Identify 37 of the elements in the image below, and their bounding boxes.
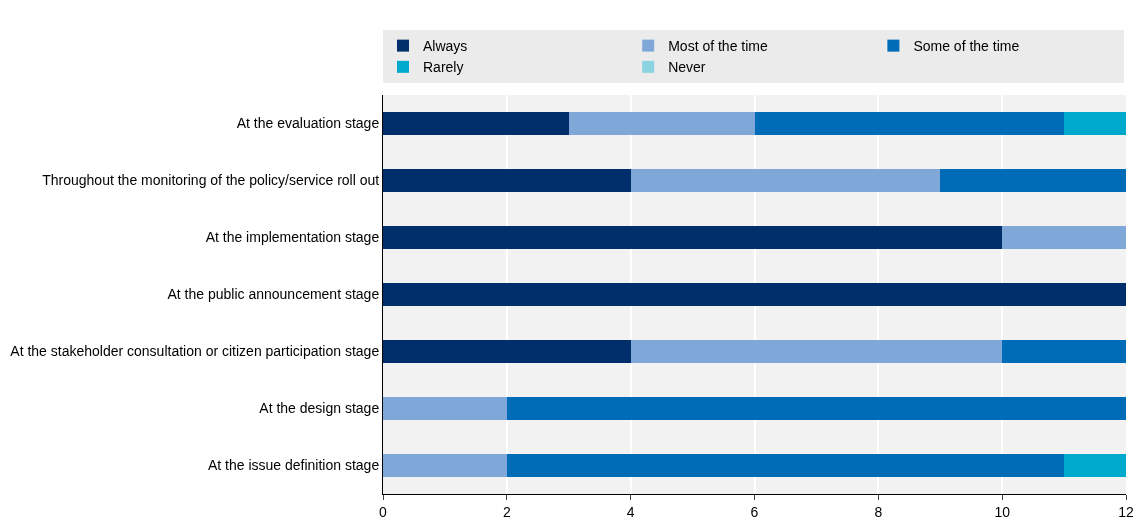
bar xyxy=(383,226,1003,249)
bar xyxy=(383,340,631,363)
y-tick-label: Throughout the monitoring of the policy/service roll out xyxy=(42,172,380,189)
bar xyxy=(630,340,1003,363)
x-tick-label: 10 xyxy=(994,503,1011,520)
legend-label: Always xyxy=(423,38,468,55)
legend-label: Never xyxy=(668,59,706,76)
bar xyxy=(1002,226,1126,249)
bar xyxy=(383,454,507,477)
y-tick-label: At the issue definition stage xyxy=(207,457,380,474)
bar xyxy=(1064,454,1126,477)
bar xyxy=(383,169,631,192)
y-tick-label: At the implementation stage xyxy=(205,229,380,246)
legend-label: Some of the time xyxy=(913,38,1020,55)
legend-label: Most of the time xyxy=(668,38,768,55)
x-tick-label: 8 xyxy=(874,503,883,520)
bar xyxy=(754,112,1065,135)
bar xyxy=(568,112,755,135)
bar xyxy=(506,397,1126,420)
bar xyxy=(383,283,1126,306)
y-tick-label: At the stakeholder consultation or citizen participation stage xyxy=(10,343,380,360)
bar xyxy=(383,397,507,420)
bar xyxy=(506,454,1065,477)
bar xyxy=(630,169,941,192)
x-tick-label: 6 xyxy=(750,503,759,520)
y-tick-label: At the public announcement stage xyxy=(167,286,380,303)
y-tick-label: At the design stage xyxy=(259,400,380,417)
bar xyxy=(1064,112,1126,135)
y-tick-label: At the evaluation stage xyxy=(236,115,380,132)
bar xyxy=(940,169,1126,192)
x-tick-label: 0 xyxy=(379,503,388,520)
bar xyxy=(1002,340,1126,363)
legend-label: Rarely xyxy=(423,59,464,76)
x-tick-label: 4 xyxy=(626,503,635,520)
bar xyxy=(383,112,569,135)
x-tick-label: 12 xyxy=(1118,503,1134,520)
x-tick-label: 2 xyxy=(502,503,511,520)
